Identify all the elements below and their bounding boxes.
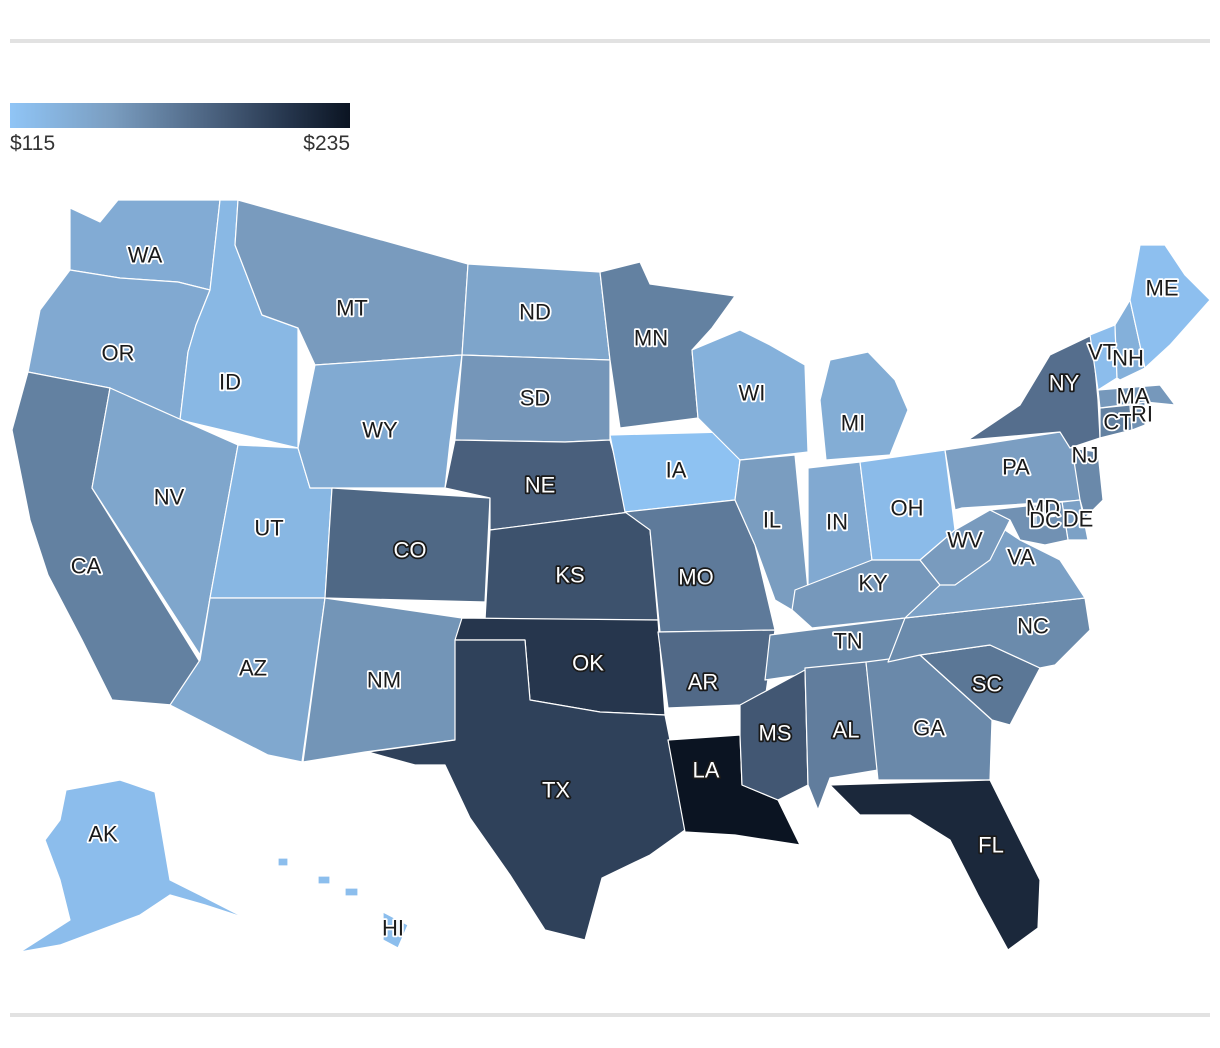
state-label-me: ME [1146, 276, 1179, 301]
state-label-nd: ND [519, 300, 551, 325]
state-wy[interactable] [297, 354, 463, 489]
state-label-or: OR [102, 341, 135, 366]
state-fl[interactable] [829, 779, 1041, 951]
state-label-tx: TX [542, 778, 570, 803]
state-label-nc: NC [1017, 614, 1049, 639]
color-legend: $115 $235 [10, 103, 350, 155]
state-nj[interactable] [1071, 447, 1104, 519]
state-nh[interactable] [1114, 299, 1146, 381]
state-label-nj: NJ [1072, 443, 1099, 468]
legend-gradient-bar [10, 103, 350, 128]
state-label-in: IN [826, 510, 848, 535]
state-label-ca: CA [71, 554, 102, 579]
state-label-dc: DC [1029, 508, 1061, 533]
state-nc[interactable] [887, 597, 1091, 669]
state-label-wy: WY [362, 418, 398, 443]
state-label-nm: NM [367, 668, 401, 693]
state-ny[interactable] [967, 334, 1101, 449]
state-label-az: AZ [239, 656, 267, 681]
state-label-hi: HI [382, 916, 404, 941]
state-label-wa: WA [128, 243, 163, 268]
state-label-al: AL [833, 718, 860, 743]
state-co[interactable] [324, 487, 491, 603]
state-label-ri: RI [1131, 402, 1153, 427]
state-label-mi: MI [841, 411, 865, 436]
state-label-ar: AR [688, 670, 719, 695]
state-label-sc: SC [972, 672, 1003, 697]
state-mi[interactable] [819, 351, 909, 461]
state-label-mo: MO [678, 565, 713, 590]
state-label-ia: IA [666, 458, 687, 483]
state-label-ut: UT [254, 516, 283, 541]
state-label-nh: NH [1112, 346, 1144, 371]
bottom-divider [10, 1013, 1210, 1017]
legend-max-label: $235 [303, 132, 350, 155]
state-label-md: MD [1026, 496, 1060, 521]
state-label-sd: SD [520, 386, 551, 411]
state-md[interactable] [989, 501, 1069, 546]
state-label-ok: OK [572, 651, 604, 676]
state-label-mn: MN [634, 326, 668, 351]
state-label-ms: MS [759, 721, 792, 746]
state-label-va: VA [1007, 545, 1035, 570]
state-label-wi: WI [739, 381, 766, 406]
state-label-wv: WV [947, 528, 983, 553]
state-label-il: IL [763, 508, 781, 533]
top-divider [10, 39, 1210, 43]
state-hi[interactable] [277, 857, 409, 949]
state-mn[interactable] [599, 261, 736, 429]
state-tx[interactable] [367, 639, 686, 941]
state-label-de: DE [1063, 507, 1094, 532]
legend-min-label: $115 [10, 132, 56, 155]
state-label-nv: NV [154, 485, 185, 510]
state-label-oh: OH [891, 496, 924, 521]
state-label-tn: TN [833, 629, 862, 654]
state-wi[interactable] [691, 329, 809, 461]
state-wv[interactable] [919, 509, 1011, 586]
state-label-mt: MT [336, 296, 368, 321]
state-label-ky: KY [858, 571, 888, 596]
state-label-la: LA [693, 758, 720, 783]
state-me[interactable] [1129, 244, 1211, 369]
state-label-id: ID [219, 370, 241, 395]
state-label-vt: VT [1088, 340, 1116, 365]
state-ma[interactable] [1097, 384, 1176, 409]
state-label-ga: GA [913, 716, 945, 741]
state-label-fl: FL [978, 833, 1004, 858]
state-label-co: CO [394, 538, 427, 563]
state-il[interactable] [734, 454, 809, 611]
state-label-ct: CT [1103, 410, 1132, 435]
state-label-ne: NE [525, 473, 556, 498]
state-dc[interactable] [1035, 514, 1049, 526]
state-label-ma: MA [1117, 384, 1150, 409]
state-label-ny: NY [1049, 371, 1080, 396]
state-ak[interactable] [19, 779, 246, 953]
state-label-ak: AK [88, 822, 118, 847]
state-label-pa: PA [1002, 455, 1030, 480]
state-label-ks: KS [555, 563, 584, 588]
